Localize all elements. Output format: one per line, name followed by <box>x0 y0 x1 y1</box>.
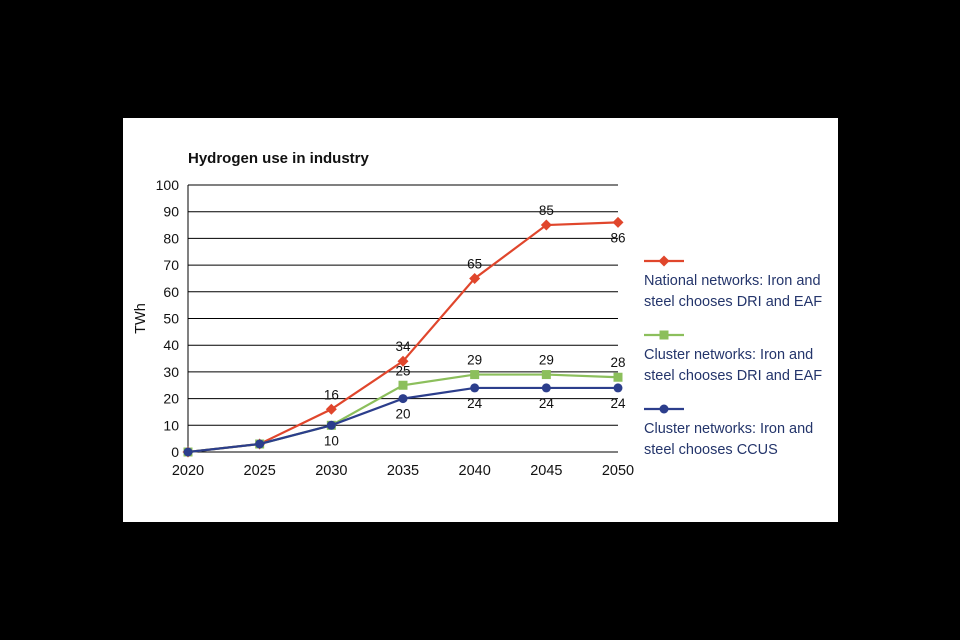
svg-text:2040: 2040 <box>459 463 491 479</box>
legend-item-cluster-dri: Cluster networks: Iron and steel chooses… <box>644 328 844 387</box>
chart-card: Hydrogen use in industry 0 10 20 30 40 50 60 70… <box>123 118 838 522</box>
svg-text:20: 20 <box>395 407 410 422</box>
legend-label: Cluster networks: Iron and steel chooses… <box>644 421 814 459</box>
red-diamond-line-icon <box>644 255 684 267</box>
svg-text:TWh: TWh <box>133 303 149 334</box>
legend-label: National networks: Iron and steel choose… <box>644 273 823 311</box>
svg-text:20: 20 <box>163 391 179 407</box>
svg-text:85: 85 <box>539 203 554 218</box>
legend-label: Cluster networks: Iron and steel chooses… <box>644 347 823 385</box>
svg-text:2025: 2025 <box>244 463 276 479</box>
svg-text:50: 50 <box>163 311 179 327</box>
svg-text:29: 29 <box>539 353 554 368</box>
chart-legend: National networks: Iron and steel choose… <box>644 254 844 476</box>
svg-text:28: 28 <box>610 355 625 370</box>
svg-text:2030: 2030 <box>315 463 347 479</box>
svg-text:2020: 2020 <box>172 463 204 479</box>
svg-text:30: 30 <box>163 364 179 380</box>
svg-text:100: 100 <box>156 177 180 193</box>
svg-text:70: 70 <box>163 257 179 273</box>
legend-item-national-dri: National networks: Iron and steel choose… <box>644 254 844 313</box>
svg-text:24: 24 <box>467 396 483 411</box>
svg-text:10: 10 <box>163 417 179 433</box>
svg-text:34: 34 <box>395 339 411 354</box>
svg-text:2050: 2050 <box>602 463 634 479</box>
svg-text:90: 90 <box>163 204 179 220</box>
svg-text:40: 40 <box>163 337 179 353</box>
svg-text:65: 65 <box>467 256 482 271</box>
green-square-line-icon <box>644 330 684 340</box>
svg-text:60: 60 <box>163 284 179 300</box>
svg-text:24: 24 <box>610 396 626 411</box>
blue-circle-line-icon <box>644 404 684 414</box>
svg-text:24: 24 <box>539 396 555 411</box>
legend-item-cluster-ccus: Cluster networks: Iron and steel chooses… <box>644 402 844 461</box>
chart-title: Hydrogen use in industry <box>188 150 369 167</box>
svg-text:10: 10 <box>324 433 339 448</box>
svg-text:29: 29 <box>467 353 482 368</box>
svg-text:25: 25 <box>395 363 410 378</box>
svg-text:16: 16 <box>324 387 339 402</box>
svg-text:2035: 2035 <box>387 463 419 479</box>
svg-text:86: 86 <box>610 230 625 245</box>
svg-text:0: 0 <box>171 444 179 460</box>
svg-text:2045: 2045 <box>530 463 562 479</box>
svg-text:80: 80 <box>163 230 179 246</box>
